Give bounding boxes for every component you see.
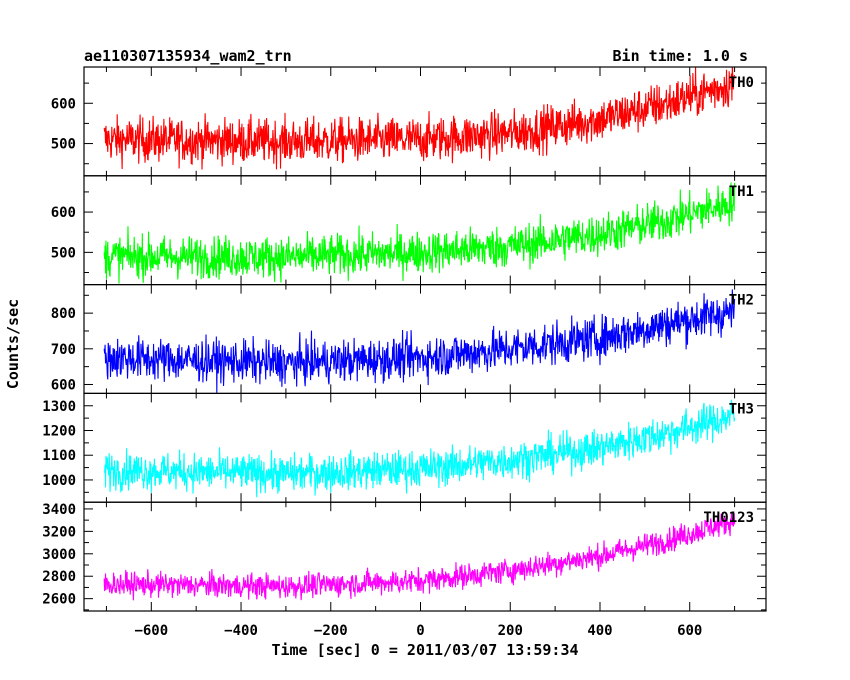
panel-th1: 500 600 TH1 [51,175,767,286]
x-tick-label: 600 [677,623,702,639]
panel-th3: 1000 1100 1200 1300 TH3 [42,392,767,503]
panel-th2: 600 700 800 TH2 [51,284,767,395]
x-axis: −600 −400 −200 0 200 400 600 [134,623,702,639]
y-tick-label: 500 [51,245,76,261]
y-tick-label: 2600 [42,592,76,608]
series-line-th2 [103,289,736,393]
panel-name-label: TH1 [729,184,754,200]
panel-name-label: TH0 [729,75,754,91]
panels-group: 500 600 TH0 500 600 TH1 600 700 800 TH2 1000 1100 12… [42,66,767,612]
x-tick-label: 200 [498,623,523,639]
panel-th0123: 2600 2800 3000 3200 3400 TH0123 [42,501,767,612]
x-tick-label: −400 [224,623,258,639]
panel-th0: 500 600 TH0 [51,66,767,177]
panel-name-label: TH3 [729,401,754,417]
y-tick-label: 700 [51,342,76,358]
y-tick-label: 2800 [42,569,76,585]
x-tick-label: 0 [416,623,424,639]
x-tick-label: −600 [134,623,168,639]
y-tick-label: 3200 [42,524,76,540]
y-tick-label: 500 [51,137,76,153]
panel-frame [83,66,767,177]
panel-name-label: TH0123 [703,510,754,526]
x-tick-label: −200 [314,623,348,639]
x-tick-label: 400 [587,623,612,639]
y-tick-label: 600 [51,205,76,221]
y-tick-label: 600 [51,377,76,393]
series-line-th3 [103,399,736,498]
y-tick-label: 800 [51,306,76,322]
y-tick-label: 600 [51,96,76,112]
y-tick-label: 1000 [42,473,76,489]
series-line-th1 [103,182,736,284]
y-axis-title: Counts/sec [4,299,22,389]
x-axis-title: Time [sec] 0 = 2011/03/07 13:59:34 [271,641,578,659]
panel-name-label: TH2 [729,293,754,309]
series-line-th0123 [103,512,736,601]
y-tick-label: 1200 [42,423,76,439]
series-line-th0 [103,67,736,170]
y-tick-label: 1300 [42,399,76,415]
panel-frame [83,284,767,395]
y-tick-label: 1100 [42,448,76,464]
bin-time-label: Bin time: 1.0 s [613,47,748,65]
panel-frame [83,501,767,612]
y-tick-label: 3000 [42,547,76,563]
y-tick-label: 3400 [42,502,76,518]
chart-title: ae110307135934_wam2_trn [84,47,292,65]
